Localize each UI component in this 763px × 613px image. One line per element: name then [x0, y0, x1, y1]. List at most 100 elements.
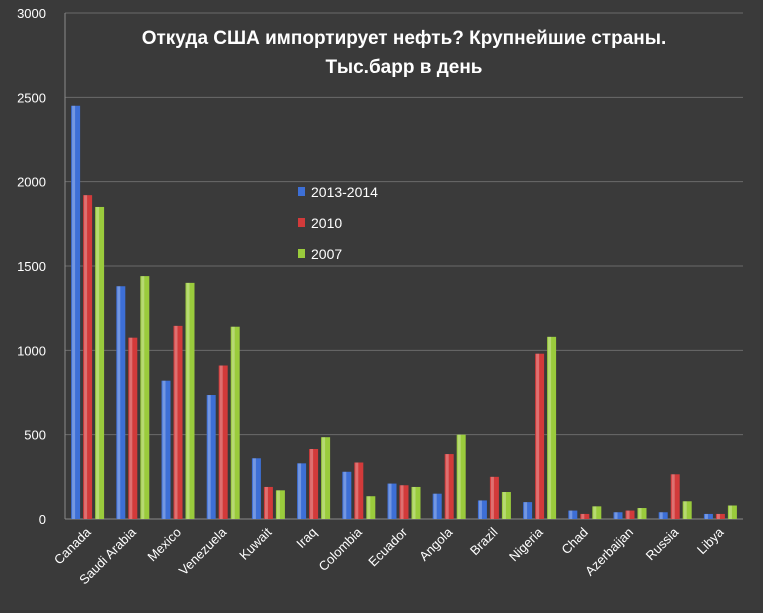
y-tick-label: 3000 [17, 6, 46, 21]
bar-highlight [367, 496, 371, 519]
bar-2013-2014-russia [658, 512, 668, 519]
bar-highlight [72, 105, 76, 520]
bar-highlight [593, 506, 597, 519]
x-tick-label: Venezuela [176, 524, 230, 578]
bars [71, 105, 737, 520]
bar-2013-2014-nigeria [523, 502, 533, 519]
bar-2013-2014-colombia [342, 471, 352, 519]
bar-2010-azerbaijan [625, 510, 635, 519]
bar-2010-libya [715, 513, 725, 519]
bar-2007-iraq [321, 437, 331, 519]
bar-highlight [659, 512, 663, 519]
bar-2010-brazil [489, 476, 499, 519]
bar-2010-canada [83, 195, 93, 519]
bar-highlight [716, 513, 720, 519]
bar-highlight [626, 510, 630, 519]
bar-highlight [231, 326, 235, 519]
bar-highlight [445, 454, 449, 519]
bar-highlight [174, 325, 178, 519]
bar-highlight [388, 483, 392, 519]
bar-2010-colombia [354, 462, 364, 519]
bar-highlight [548, 336, 552, 519]
bar-2007-brazil [501, 492, 511, 519]
bar-highlight [671, 474, 675, 519]
bar-highlight [84, 195, 88, 519]
bar-2007-azerbaijan [637, 508, 647, 519]
bar-2007-kuwait [275, 490, 285, 519]
bar-highlight [433, 493, 437, 519]
bar-2013-2014-venezuela [206, 395, 216, 519]
x-tick-label: Angola [416, 524, 456, 564]
x-tick-label: Colombia [315, 524, 365, 574]
bar-highlight [129, 337, 133, 519]
bar-highlight [310, 449, 314, 519]
bar-2010-saudi-arabia [128, 337, 138, 519]
x-tick-label: Brazil [467, 524, 501, 558]
bar-highlight [141, 276, 145, 519]
bar-highlight [343, 471, 347, 519]
bar-highlight [162, 380, 166, 519]
bar-highlight [252, 458, 256, 519]
bar-highlight [581, 513, 585, 519]
y-tick-label: 2500 [17, 90, 46, 105]
bar-2007-canada [95, 206, 105, 519]
bar-2013-2014-mexico [161, 380, 171, 519]
bar-2010-russia [670, 474, 680, 519]
bar-2007-russia [682, 501, 692, 519]
x-tick-label: Iraq [293, 525, 319, 551]
y-tick-label: 1500 [17, 259, 46, 274]
bar-highlight [683, 501, 687, 519]
bar-2007-ecuador [411, 486, 421, 519]
bar-highlight [355, 462, 359, 519]
bar-2007-chad [592, 506, 602, 519]
bar-highlight [264, 486, 268, 519]
y-tick-label: 2000 [17, 175, 46, 190]
bar-highlight [478, 500, 482, 519]
x-tick-label: Mexico [144, 525, 184, 565]
bar-2007-libya [727, 505, 737, 519]
bar-2007-mexico [185, 282, 195, 519]
bar-2013-2014-azerbaijan [613, 512, 623, 519]
bar-2007-venezuela [230, 326, 240, 519]
bar-2010-nigeria [535, 353, 545, 519]
y-tick-label: 1000 [17, 343, 46, 358]
bar-highlight [524, 502, 528, 519]
bar-highlight [219, 365, 223, 519]
legend-swatch [298, 187, 305, 196]
x-tick-label: Canada [51, 524, 94, 567]
bar-highlight [704, 513, 708, 519]
bar-highlight [502, 492, 506, 519]
bar-highlight [186, 282, 190, 519]
bar-2013-2014-saudi-arabia [116, 286, 126, 519]
bar-2013-2014-chad [568, 510, 578, 519]
bar-highlight [117, 286, 121, 519]
bar-highlight [569, 510, 573, 519]
bar-2010-venezuela [218, 365, 228, 519]
x-tick-label: Nigeria [506, 524, 546, 564]
bar-2010-mexico [173, 325, 183, 519]
bar-2013-2014-iraq [297, 463, 307, 519]
bar-highlight [536, 353, 540, 519]
bar-highlight [207, 395, 211, 519]
bar-2007-saudi-arabia [140, 276, 150, 519]
bar-2007-nigeria [547, 336, 557, 519]
x-tick-label: Russia [643, 524, 682, 563]
bar-highlight [457, 434, 461, 519]
bar-highlight [400, 485, 404, 519]
x-tick-label: Azerbaijan [582, 525, 636, 579]
bar-highlight [322, 437, 326, 519]
bar-2013-2014-libya [703, 513, 713, 519]
x-tick-label: Libya [694, 524, 727, 557]
bar-2010-angola [444, 454, 454, 519]
bar-highlight [638, 508, 642, 519]
bar-2007-angola [456, 434, 466, 519]
bar-2010-kuwait [263, 486, 273, 519]
bar-2010-iraq [309, 449, 319, 519]
legend-label: 2010 [311, 215, 342, 231]
y-tick-label: 0 [39, 512, 46, 527]
bar-highlight [614, 512, 618, 519]
legend: 2013-2014 2010 2007 [298, 184, 378, 262]
